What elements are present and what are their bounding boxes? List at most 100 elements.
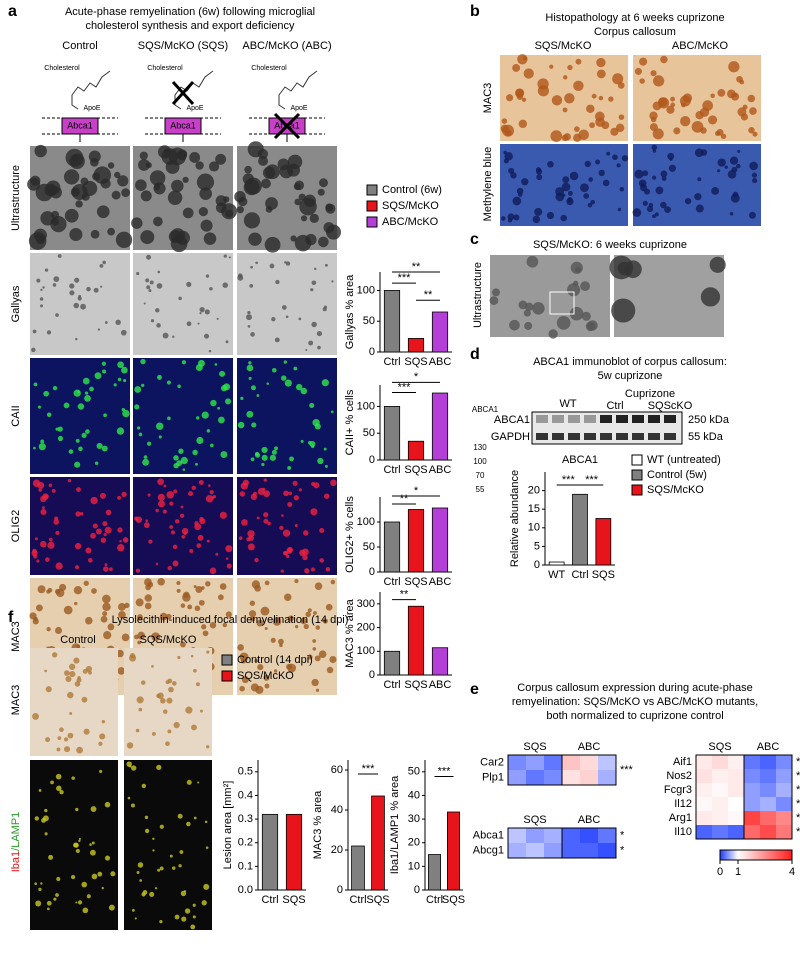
texture bbox=[526, 255, 539, 268]
blot-band bbox=[568, 433, 580, 440]
texture bbox=[101, 361, 107, 366]
texture bbox=[319, 527, 325, 534]
texture bbox=[152, 849, 155, 852]
texture bbox=[724, 165, 728, 169]
texture bbox=[96, 442, 103, 450]
texture bbox=[586, 104, 595, 114]
texture bbox=[75, 901, 78, 904]
texture bbox=[109, 567, 113, 571]
x-tick-label: Ctrl bbox=[349, 894, 366, 906]
texture bbox=[749, 161, 758, 171]
texture bbox=[148, 289, 152, 293]
texture bbox=[549, 64, 554, 69]
texture bbox=[583, 193, 590, 199]
texture bbox=[42, 286, 45, 289]
texture bbox=[606, 151, 611, 156]
texture bbox=[45, 494, 49, 499]
texture bbox=[130, 765, 137, 771]
significance: ** bbox=[400, 588, 409, 600]
texture bbox=[684, 197, 692, 205]
texture bbox=[287, 465, 292, 470]
texture bbox=[138, 707, 143, 712]
texture bbox=[612, 154, 618, 161]
panel-letter: a bbox=[8, 3, 17, 20]
texture bbox=[75, 438, 80, 443]
texture bbox=[699, 107, 710, 117]
texture bbox=[570, 261, 583, 274]
legend-swatch bbox=[221, 654, 233, 666]
blot-band bbox=[584, 433, 596, 440]
y-axis-label: MAC3 % area bbox=[344, 598, 356, 667]
heatmap-cell bbox=[598, 770, 616, 785]
texture bbox=[64, 670, 70, 676]
texture bbox=[611, 298, 636, 323]
texture bbox=[247, 543, 255, 551]
heatmap-cell bbox=[562, 770, 580, 785]
column-header: ABC bbox=[578, 741, 601, 753]
texture bbox=[195, 462, 198, 466]
row-label: Abcg1 bbox=[473, 844, 504, 856]
texture bbox=[149, 891, 155, 897]
texture bbox=[178, 296, 182, 301]
bar bbox=[431, 507, 449, 573]
y-tick-label: 0 bbox=[369, 454, 375, 466]
texture bbox=[547, 160, 554, 168]
blot-band bbox=[616, 415, 628, 423]
texture bbox=[197, 781, 200, 784]
column-header: ABC/McKO (ABC) bbox=[242, 40, 331, 52]
heatmap-cell bbox=[712, 755, 728, 769]
bar bbox=[383, 406, 401, 461]
y-tick-label: 10 bbox=[528, 522, 540, 534]
texture bbox=[118, 611, 126, 619]
texture bbox=[186, 321, 192, 327]
texture bbox=[285, 261, 291, 266]
texture bbox=[205, 495, 214, 503]
texture bbox=[37, 585, 46, 594]
texture bbox=[47, 907, 50, 911]
texture bbox=[121, 188, 131, 198]
panel-letter: d bbox=[470, 346, 480, 363]
texture bbox=[117, 527, 123, 533]
y-axis-label: MAC3 % area bbox=[312, 790, 324, 859]
texture bbox=[163, 148, 171, 156]
texture bbox=[264, 683, 270, 689]
texture bbox=[657, 97, 670, 109]
texture bbox=[575, 58, 582, 65]
texture bbox=[34, 537, 38, 541]
texture bbox=[174, 914, 180, 920]
texture bbox=[163, 484, 167, 488]
texture bbox=[510, 172, 517, 179]
texture bbox=[67, 691, 74, 699]
texture bbox=[40, 540, 47, 548]
texture bbox=[63, 169, 80, 185]
legend-swatch bbox=[631, 484, 643, 496]
micrograph bbox=[633, 144, 761, 226]
texture bbox=[537, 78, 549, 90]
texture bbox=[697, 177, 702, 182]
texture bbox=[212, 495, 217, 499]
texture bbox=[107, 227, 115, 236]
texture bbox=[56, 747, 61, 752]
texture bbox=[157, 493, 165, 501]
blot-band bbox=[664, 415, 676, 423]
texture bbox=[314, 655, 321, 662]
texture bbox=[147, 441, 152, 446]
texture bbox=[560, 214, 568, 222]
texture bbox=[303, 623, 309, 630]
texture bbox=[250, 332, 255, 337]
column-header: SQS bbox=[523, 814, 546, 826]
texture bbox=[281, 514, 284, 517]
texture bbox=[40, 288, 43, 292]
texture bbox=[89, 849, 96, 856]
texture bbox=[42, 815, 49, 822]
texture bbox=[246, 410, 254, 418]
heatmap-cell bbox=[744, 825, 760, 839]
texture bbox=[249, 600, 256, 606]
texture bbox=[105, 509, 112, 516]
texture bbox=[117, 377, 122, 382]
texture bbox=[155, 308, 160, 313]
texture bbox=[534, 207, 543, 216]
marker-label: 130 bbox=[473, 443, 487, 452]
texture bbox=[305, 611, 311, 618]
texture bbox=[90, 532, 96, 539]
